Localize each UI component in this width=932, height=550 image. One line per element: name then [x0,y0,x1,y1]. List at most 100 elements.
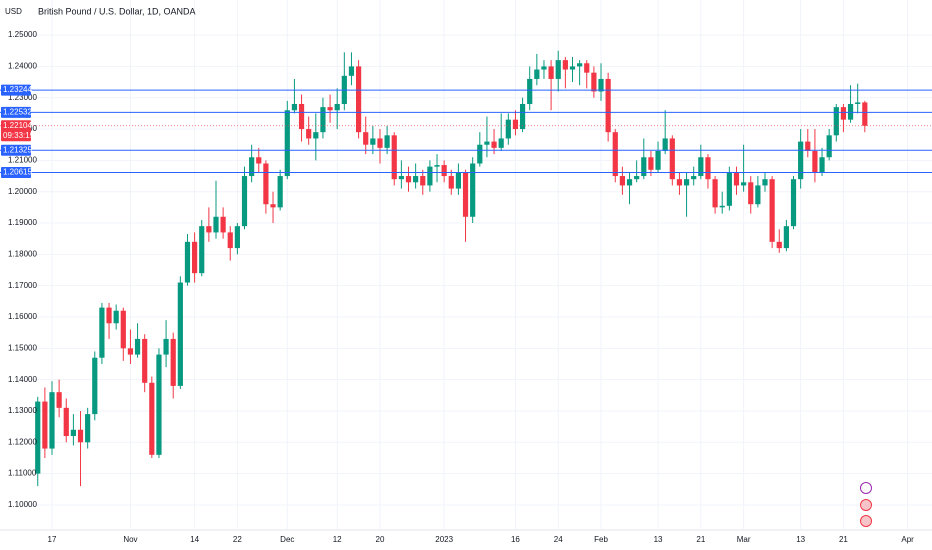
candle-body [149,382,155,455]
candle-body [156,354,162,455]
candle-body [320,107,326,133]
candle-body [199,226,205,274]
candle-body [541,66,547,70]
candle-body [798,141,804,180]
candle-body [455,172,462,189]
candle-body [847,103,854,120]
candle-body [405,176,412,183]
icon [860,499,872,511]
candle-body [120,310,126,349]
candle-body [470,163,476,217]
candle-body [641,157,647,177]
candle-body [569,66,576,70]
candle-body [377,138,383,148]
level-label: 1.22532 [3,107,32,116]
candle-body [812,150,818,173]
candle-body [63,407,69,437]
candle-body [805,141,811,151]
x-tick-label: 17 [48,535,57,544]
candle-body [234,226,240,249]
candle-body [448,176,454,189]
candle-body [498,138,504,148]
last-price-label: 1.22104 [3,121,32,130]
candle-body [92,357,98,415]
candle-body [762,179,768,186]
candle-body [184,241,191,283]
candle-body [306,129,312,139]
candle-body [491,141,497,148]
y-tick-label: 1.18000 [8,249,37,258]
candle-body [826,135,832,158]
candle-body [192,241,198,274]
candle-body [726,172,732,206]
candle-body [427,166,433,186]
candle-body [662,138,668,151]
candle-body [413,176,419,183]
candle-body [648,157,654,170]
candle-body [562,60,568,70]
candle-body [519,103,526,130]
candle-body [634,176,640,180]
candle-body [748,182,754,205]
candle-body [270,204,276,208]
candle-body [113,310,119,324]
candle-body [776,241,782,249]
icon [860,482,872,494]
candle-body [462,172,469,217]
candle-body [99,307,105,358]
candle-body [512,119,519,130]
candle-body [249,157,255,177]
chart-title: British Pound / U.S. Dollar, 1D, OANDA [38,6,196,16]
y-tick-label: 1.15000 [8,343,37,352]
candle-body [705,157,711,180]
candle-body [70,429,76,437]
y-tick-label: 1.14000 [8,375,37,384]
candle-body [833,107,839,136]
x-tick-label: 13 [654,535,663,544]
y-tick-label: 1.24000 [8,62,37,71]
x-tick-label: Dec [280,535,294,544]
y-tick-label: 1.12000 [8,437,37,446]
candle-body [719,205,725,208]
candle-body [213,216,219,233]
candle-body [626,179,633,186]
candle-body [769,179,775,242]
candle-body [334,103,340,111]
candle-body [862,102,868,126]
candle-body [370,138,376,145]
candle-body [691,176,697,180]
level-label: 1.23244 [3,85,32,94]
candle-body [591,72,597,92]
candle-body [712,179,718,208]
candle-body [327,107,333,111]
level-label-box [1,106,31,118]
currency-label: USD [5,7,22,16]
candle-body [619,176,625,186]
candle-body [241,176,248,227]
x-tick-label: 14 [190,535,199,544]
x-tick-label: Apr [901,535,914,544]
y-tick-label: 1.19000 [8,218,37,227]
x-tick-label: 2023 [435,535,453,544]
candle-body [534,69,540,79]
y-tick-label: 1.23000 [8,93,37,102]
candle-body [676,179,683,186]
candle-body [106,307,112,324]
x-tick-label: 13 [796,535,805,544]
candle-body [134,338,141,355]
x-tick-label: Mar [737,535,751,544]
last-price-box [1,120,31,142]
candle-body [655,150,661,170]
candle-body [434,165,440,167]
candle-body [783,226,789,249]
level-label-box [1,84,31,96]
candle-body [555,60,561,79]
candle-body [698,157,704,177]
candle-body [505,119,511,139]
x-tick-label: 16 [511,535,520,544]
y-tick-label: 1.16000 [8,312,37,321]
level-label-box [1,166,31,178]
candle-body [733,172,740,186]
